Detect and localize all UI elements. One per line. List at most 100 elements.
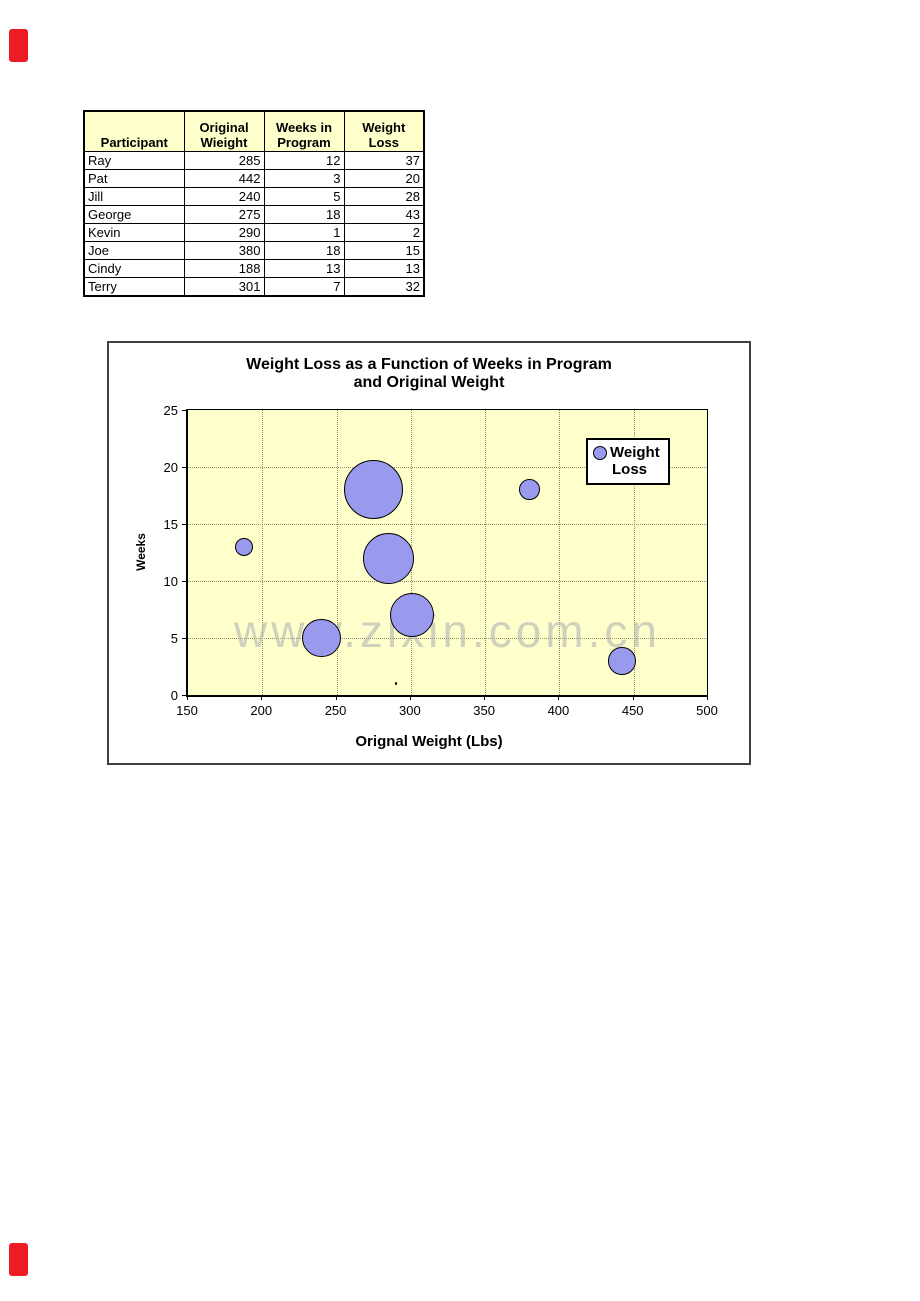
value-cell: 2 — [343, 223, 425, 242]
red-corner-marker-bottom — [9, 1243, 28, 1276]
data-bubble — [363, 532, 415, 584]
value-cell: 285 — [183, 151, 265, 170]
value-cell: 28 — [343, 187, 425, 206]
participant-cell: Terry — [83, 277, 185, 297]
x-axis-tick — [632, 695, 634, 700]
value-cell: 240 — [183, 187, 265, 206]
x-axis-tick — [409, 695, 411, 700]
x-tick-label: 300 — [398, 703, 421, 718]
x-axis-title: Orignal Weight (Lbs) — [355, 733, 503, 750]
vertical-gridline — [633, 410, 635, 695]
header-original-weight: Original Wieight — [183, 110, 265, 152]
value-cell: 20 — [343, 169, 425, 188]
value-cell: 15 — [343, 241, 425, 260]
participant-cell: Jill — [83, 187, 185, 206]
vertical-gridline — [262, 410, 264, 695]
legend-row: Weight — [588, 440, 668, 461]
header-weeks-in-program: Weeks in Program — [263, 110, 345, 152]
chart-title: Weight Loss as a Function of Weeks in Pr… — [109, 356, 749, 392]
x-tick-label: 200 — [250, 703, 273, 718]
y-axis-tick — [182, 695, 187, 696]
value-cell: 380 — [183, 241, 265, 260]
legend-label-line2: Loss — [612, 461, 648, 478]
table-row: Pat 442 3 20 — [83, 169, 425, 188]
table-row: Kevin 290 1 2 — [83, 223, 425, 242]
value-cell: 18 — [263, 205, 345, 224]
participant-cell: Ray — [83, 151, 185, 170]
y-axis-tick — [182, 467, 187, 468]
value-cell: 18 — [263, 241, 345, 260]
horizontal-gridline — [188, 638, 707, 639]
value-cell: 5 — [263, 187, 345, 206]
red-corner-marker-top — [9, 29, 28, 62]
legend-bubble-icon — [593, 445, 607, 460]
participant-cell: Kevin — [83, 223, 185, 242]
data-bubble — [235, 537, 254, 556]
chart-legend: Weight Loss — [586, 438, 670, 485]
x-tick-label: 500 — [696, 703, 718, 718]
vertical-gridline — [336, 410, 338, 695]
table-row: Terry 301 7 32 — [83, 277, 425, 297]
weight-loss-chart: Weight Loss as a Function of Weeks in Pr… — [107, 341, 751, 765]
value-cell: 43 — [343, 205, 425, 224]
y-tick-label: 10 — [163, 574, 178, 589]
x-axis-tick — [707, 695, 708, 700]
value-cell: 13 — [343, 259, 425, 278]
y-axis-tick — [182, 524, 187, 525]
x-tick-label: 150 — [176, 703, 198, 718]
participant-cell: Joe — [83, 241, 185, 260]
participant-cell: Cindy — [83, 259, 185, 278]
legend-label-line1: Weight — [610, 444, 660, 461]
data-bubble — [519, 479, 541, 501]
chart-title-line2: and Original Weight — [353, 374, 505, 391]
horizontal-gridline — [188, 524, 707, 525]
x-tick-label: 450 — [621, 703, 644, 718]
chart-title-line1: Weight Loss as a Function of Weeks in Pr… — [246, 356, 612, 373]
data-bubble — [302, 618, 342, 658]
value-cell: 275 — [183, 205, 265, 224]
value-cell: 1 — [263, 223, 345, 242]
value-cell: 3 — [263, 169, 345, 188]
data-bubble — [390, 593, 435, 638]
x-axis-tick — [335, 695, 337, 700]
participant-cell: Pat — [83, 169, 185, 188]
y-tick-label: 5 — [170, 631, 178, 646]
horizontal-gridline — [188, 581, 707, 582]
x-tick-label: 400 — [547, 703, 570, 718]
table-body: Ray 285 12 37 Pat 442 3 20 Jill 240 5 28 George 275 18… — [83, 151, 425, 297]
participant-cell: George — [83, 205, 185, 224]
y-tick-label: 0 — [170, 688, 178, 703]
value-cell: 12 — [263, 151, 345, 170]
horizontal-gridline — [188, 467, 707, 468]
table-row: Joe 380 18 15 — [83, 241, 425, 260]
data-bubble — [344, 460, 404, 520]
value-cell: 301 — [183, 277, 265, 297]
table-row: George 275 18 43 — [83, 205, 425, 224]
x-axis-tick — [484, 695, 486, 700]
table-row: Ray 285 12 37 — [83, 151, 425, 170]
value-cell: 442 — [183, 169, 265, 188]
x-axis-tick — [558, 695, 560, 700]
x-axis-tick — [261, 695, 263, 700]
data-bubble — [394, 682, 398, 685]
y-axis-tick — [182, 581, 187, 582]
watermark: www.zixin.com.cn — [234, 605, 661, 657]
y-axis-tick — [182, 410, 187, 411]
table-row: Cindy 188 13 13 — [83, 259, 425, 278]
data-bubble — [608, 647, 636, 675]
y-axis-tick — [182, 638, 187, 639]
value-cell: 13 — [263, 259, 345, 278]
vertical-gridline — [485, 410, 487, 695]
y-tick-label: 25 — [163, 403, 178, 418]
value-cell: 7 — [263, 277, 345, 297]
value-cell: 32 — [343, 277, 425, 297]
x-tick-label: 250 — [324, 703, 347, 718]
x-tick-label: 350 — [473, 703, 495, 718]
value-cell: 290 — [183, 223, 265, 242]
value-cell: 188 — [183, 259, 265, 278]
x-axis-tick — [187, 695, 188, 700]
participants-table: Participant Original Wieight Weeks in Pr… — [83, 110, 425, 297]
y-tick-label: 20 — [163, 460, 178, 475]
header-participant: Participant — [83, 110, 185, 152]
